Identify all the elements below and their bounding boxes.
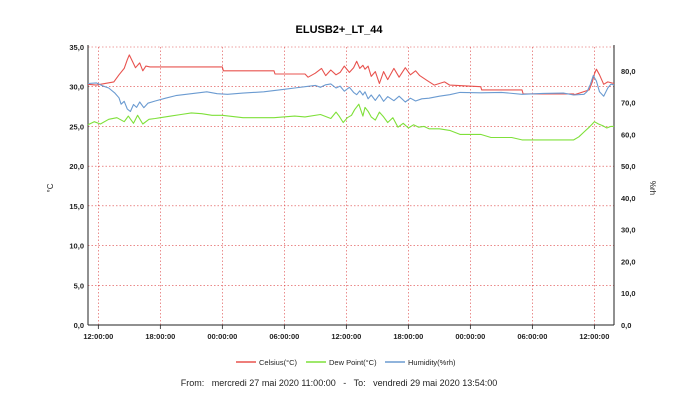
x-tick-label: 06:00:00 (517, 332, 547, 341)
x-tick-label: 00:00:00 (207, 332, 237, 341)
date-range-footer: From: mercredi 27 mai 2020 11:00:00 - To… (180, 378, 498, 388)
y2-tick-label: 70,0 (621, 99, 636, 108)
x-tick-label: 18:00:00 (393, 332, 423, 341)
y2-tick-label: 60,0 (621, 130, 636, 139)
x-tick-label: 06:00:00 (269, 332, 299, 341)
series-line-humidity-rh (87, 75, 615, 113)
chart: ELUSB2+_LT_44 0,0 5,0 10,0 15,0 20,0 25,0 30,0… (46, 24, 657, 367)
y2-tick-label: 10,0 (621, 289, 636, 298)
series-line-celsius-c (87, 54, 615, 96)
from-label: From: (180, 378, 205, 388)
from-value: mercredi 27 mai 2020 11:00:00 (211, 378, 336, 388)
y-tick-label: 35,0 (69, 43, 84, 52)
chart-title: ELUSB2+_LT_44 (296, 24, 384, 36)
legend-label-dew-point-c: Dew Point(°C) (329, 358, 377, 367)
y2-tick-label: 30,0 (621, 226, 636, 235)
y2-tick-label: 40,0 (621, 194, 636, 203)
y-tick-label: 0,0 (74, 321, 84, 330)
y2-tick-label: 20,0 (621, 257, 636, 266)
plot-area: 0,0 5,0 10,0 15,0 20,0 25,0 30,0 35,0 0,0 10,0 20,… (69, 43, 635, 341)
y-tick-label: 30,0 (69, 83, 84, 92)
y-tick-label: 5,0 (74, 281, 84, 290)
x-tick-label: 12:00:00 (331, 332, 361, 341)
y2-tick-label: 80,0 (621, 67, 636, 76)
y-tick-label: 20,0 (69, 162, 84, 171)
to-label: To: (353, 378, 366, 388)
x-tick-label: 00:00:00 (455, 332, 485, 341)
legend-label-humidity-rh: Humidity(%rh) (408, 358, 456, 367)
to-value: vendredi 29 mai 2020 13:54:00 (373, 378, 498, 388)
y-tick-label: 15,0 (69, 202, 84, 211)
y2-tick-label: 0,0 (621, 321, 631, 330)
y-axis-label: °C (46, 183, 55, 192)
x-tick-label: 18:00:00 (145, 332, 175, 341)
legend: Celsius(°C) Dew Point(°C) Humidity(%rh) (236, 358, 456, 367)
y-tick-label: 10,0 (69, 242, 84, 251)
x-tick-label: 12:00:00 (83, 332, 113, 341)
y2-tick-label: 50,0 (621, 162, 636, 171)
legend-label-celsius-c: Celsius(°C) (259, 358, 298, 367)
y2-axis-label: %rh (648, 181, 657, 195)
x-tick-label: 12:00:00 (579, 332, 609, 341)
series-line-dew-point-c (87, 103, 614, 141)
y-tick-label: 25,0 (69, 122, 84, 131)
